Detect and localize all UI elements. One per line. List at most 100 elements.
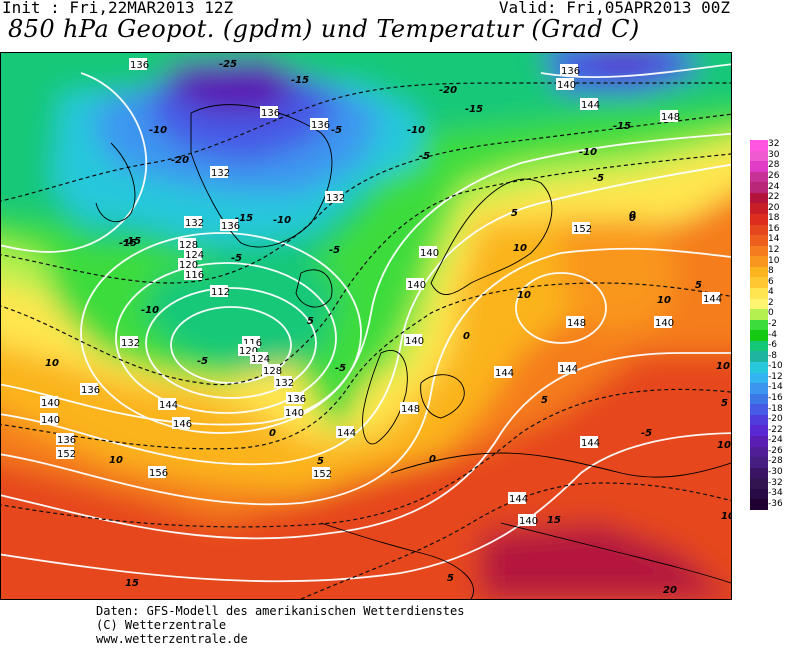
colorbar-label: 14	[768, 234, 780, 245]
footer-line-3: www.wetterzentrale.de	[96, 632, 248, 646]
temp-label: 0	[629, 210, 636, 221]
temp-label: -5	[593, 173, 604, 184]
colorbar-label: -6	[768, 340, 777, 351]
geopot-label: 144	[159, 400, 178, 411]
colorbar-segment	[750, 288, 768, 300]
colorbar-segment	[750, 224, 768, 236]
temp-label: 10	[109, 455, 123, 466]
colorbar-label: 18	[768, 213, 780, 224]
colorbar-label: -16	[768, 393, 783, 403]
geopotential-labels: 136 136 132 132 136 136 136 132 128 124 …	[40, 58, 722, 527]
temp-label: -10	[273, 215, 291, 226]
geopot-label: 132	[185, 218, 204, 229]
temp-label: 5	[721, 398, 728, 409]
geopot-label: 136	[221, 221, 240, 232]
colorbar-segment	[750, 256, 768, 268]
geopot-label: 132	[326, 193, 345, 204]
colorbar-label: -22	[768, 424, 783, 435]
map-title: 850 hPa Geopot. (gpdm) und Temperatur (G…	[8, 15, 640, 43]
temp-label: 5	[541, 395, 548, 406]
geopot-label: 128	[179, 240, 198, 251]
colorbar-label: 22	[768, 192, 780, 203]
geopot-label: 146	[173, 419, 192, 430]
colorbar-label: -30	[768, 467, 783, 477]
colorbar-segment	[750, 467, 768, 479]
temp-label: 5	[447, 573, 454, 584]
geopot-label: 140	[41, 398, 60, 409]
temp-label: 5	[317, 456, 324, 467]
colorbar-label: -8	[768, 350, 777, 361]
temp-label: -10	[579, 147, 597, 158]
geopot-label: 132	[211, 168, 230, 179]
colorbar-label: 12	[768, 245, 780, 255]
geopot-label: 144	[581, 100, 600, 111]
temp-label: 20	[663, 585, 677, 596]
colorbar-segment	[750, 330, 768, 342]
geopot-label: 136	[57, 435, 76, 446]
colorbar-segment	[750, 372, 768, 384]
colorbar-label: -4	[768, 329, 777, 340]
geopot-label: 112	[211, 287, 230, 298]
colorbar-label: 32	[768, 139, 780, 150]
colorbar-label: -34	[768, 488, 783, 499]
temp-label: -15	[465, 104, 483, 115]
colorbar-segment	[750, 171, 768, 183]
colorbar-segment	[750, 362, 768, 374]
colorbar-label: 6	[768, 276, 774, 287]
temp-label: -15	[291, 75, 309, 86]
colorbar-segment	[750, 446, 768, 458]
temp-label: -20	[439, 85, 457, 96]
geopot-label: 136	[561, 66, 580, 77]
temp-label: 10	[45, 358, 59, 369]
colorbar-segment	[750, 383, 768, 395]
colorbar-segment	[750, 457, 768, 469]
colorbar-segment	[750, 161, 768, 173]
temperature-colorbar	[750, 140, 768, 511]
geopot-label: 152	[573, 224, 592, 235]
colorbar-segment	[750, 488, 768, 500]
geopot-label: 140	[557, 80, 576, 91]
footer-line-2: (C) Wetterzentrale	[96, 618, 227, 632]
geopot-label: 136	[81, 385, 100, 396]
colorbar-label: 28	[768, 160, 780, 171]
colorbar-label: -14	[768, 382, 783, 393]
colorbar-segment	[750, 140, 768, 152]
colorbar-segment	[750, 478, 768, 490]
colorbar-segment	[750, 340, 768, 352]
temperature-field	[1, 53, 731, 599]
temp-label: 10	[716, 361, 730, 372]
temp-label: -5	[419, 151, 430, 162]
colorbar-segment	[750, 245, 768, 257]
colorbar-segment	[750, 266, 768, 278]
geopot-label: 136	[261, 108, 280, 119]
temp-label: 15	[125, 578, 139, 589]
temp-label: -25	[219, 59, 237, 70]
colorbar-label: 2	[768, 297, 774, 308]
geopot-label: 140	[420, 248, 439, 259]
temperature-labels: -25 -15 -20 -20 -15 -10 -5 -15 -10 -5 -1…	[45, 59, 731, 596]
colorbar-segment	[750, 351, 768, 363]
temp-label: 0	[429, 454, 436, 465]
temp-label: 0	[629, 213, 636, 224]
temp-label: -5	[331, 125, 342, 136]
geopot-label: 156	[149, 468, 168, 479]
temp-label: 0	[269, 428, 276, 439]
temp-label: 10	[717, 440, 731, 451]
colorbar-label: 8	[768, 266, 774, 277]
weather-map: 136 136 132 132 136 136 136 132 128 124 …	[0, 52, 732, 600]
colorbar-label: -2	[768, 319, 777, 329]
geopot-label: 140	[407, 280, 426, 291]
colorbar-label: -20	[768, 414, 783, 425]
colorbar-label: 26	[768, 171, 780, 181]
temp-label: -5	[197, 356, 208, 367]
temp-label: 10	[517, 290, 531, 301]
geopot-label: 140	[405, 336, 424, 347]
temp-label: 0	[463, 331, 470, 342]
colorbar-segment	[750, 499, 768, 511]
geopot-label: 132	[275, 378, 294, 389]
colorbar-label: -10	[768, 361, 783, 372]
geopot-label: 116	[243, 338, 262, 349]
colorbar-label: -32	[768, 477, 783, 488]
geopot-label: 140	[655, 318, 674, 329]
temp-label: 5	[695, 280, 702, 291]
